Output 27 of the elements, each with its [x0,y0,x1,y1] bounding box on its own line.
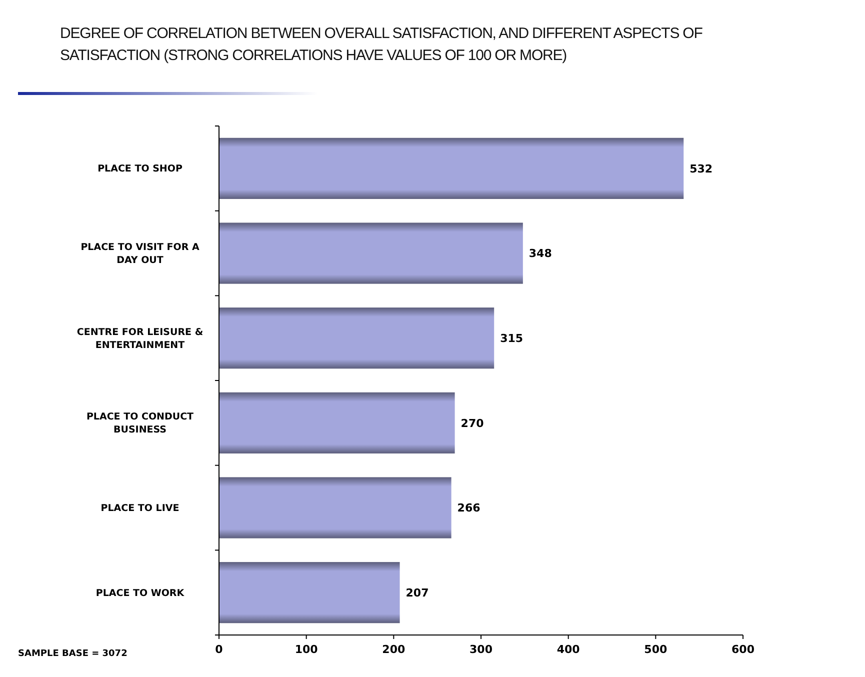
bar [219,477,452,538]
data-label: 348 [528,247,552,260]
data-label: 270 [460,416,484,430]
data-label: 532 [690,162,713,176]
bar [219,222,523,284]
y-tick-label: PLACE TO WORK [96,588,185,599]
text: SAMPLE BASE = 3072 [18,649,128,659]
chart-title: DEGREE OF CORRELATION BETWEEN OVERALL SATISFACTION, AND DIFFERENT ASPECTS OF SATISFACTION (STRONG CORRELATIONS HAVE VALUES OF 100 OR MORE) [60,25,703,64]
y-tick-label: PLACE TO CONDUCT BUSINESS [86,412,194,436]
y-tick-label: PLACE TO VISIT FOR A DAY OUT [80,242,200,266]
data-label: 266 [457,502,481,515]
x-tick-label: 0 [215,643,224,656]
x-tick-label: 200 [382,643,406,656]
x-tick-label: 600 [732,643,755,656]
x-tick-label: 500 [644,643,668,656]
x-tick-label: 300 [470,643,493,656]
bar [219,392,455,454]
data-label: 207 [406,586,429,600]
data-label: 315 [500,332,524,345]
y-tick-label: PLACE TO LIVE [100,503,180,514]
bar [219,308,494,369]
bar [219,138,684,199]
x-tick-label: 400 [556,643,580,656]
y-tick-label: CENTRE FOR LEISURE & ENTERTAINMENT [76,326,204,351]
y-tick-label: PLACE TO SHOP [98,164,182,175]
x-tick-label: 100 [294,643,318,656]
bar [219,562,400,624]
